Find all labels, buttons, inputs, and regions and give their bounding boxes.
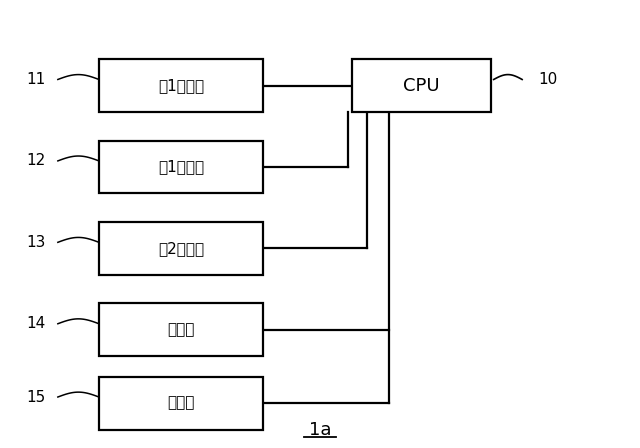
Text: CPU: CPU: [403, 77, 440, 95]
Text: 記憶部: 記憶部: [167, 323, 195, 337]
Text: 11: 11: [26, 72, 45, 87]
Text: 10: 10: [538, 72, 557, 87]
Text: 第1入力部: 第1入力部: [158, 159, 204, 175]
Text: 1a: 1a: [308, 421, 332, 439]
Text: 13: 13: [26, 235, 45, 250]
Text: 報知部: 報知部: [167, 396, 195, 411]
Text: 第2入力部: 第2入力部: [158, 241, 204, 256]
Bar: [99, 377, 263, 430]
Bar: [99, 222, 263, 275]
Bar: [99, 59, 263, 112]
Bar: [351, 59, 490, 112]
Text: 12: 12: [26, 153, 45, 168]
Text: 第1表示部: 第1表示部: [158, 78, 204, 93]
Text: 14: 14: [26, 316, 45, 331]
Text: 15: 15: [26, 389, 45, 405]
Bar: [99, 303, 263, 356]
Bar: [99, 141, 263, 194]
